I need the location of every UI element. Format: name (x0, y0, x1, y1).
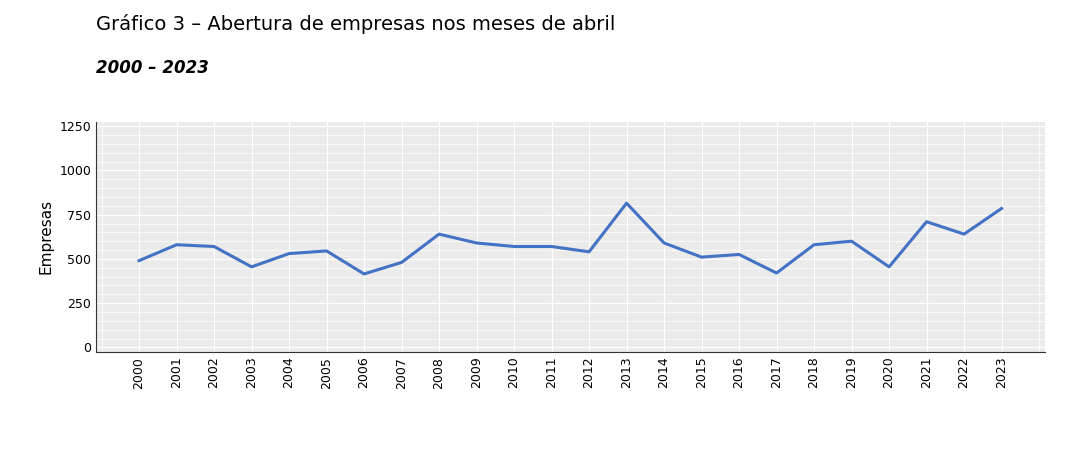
Y-axis label: Empresas: Empresas (38, 199, 53, 274)
Text: 2000 – 2023: 2000 – 2023 (96, 59, 209, 77)
Text: Gráfico 3 – Abertura de empresas nos meses de abril: Gráfico 3 – Abertura de empresas nos mes… (96, 14, 615, 33)
